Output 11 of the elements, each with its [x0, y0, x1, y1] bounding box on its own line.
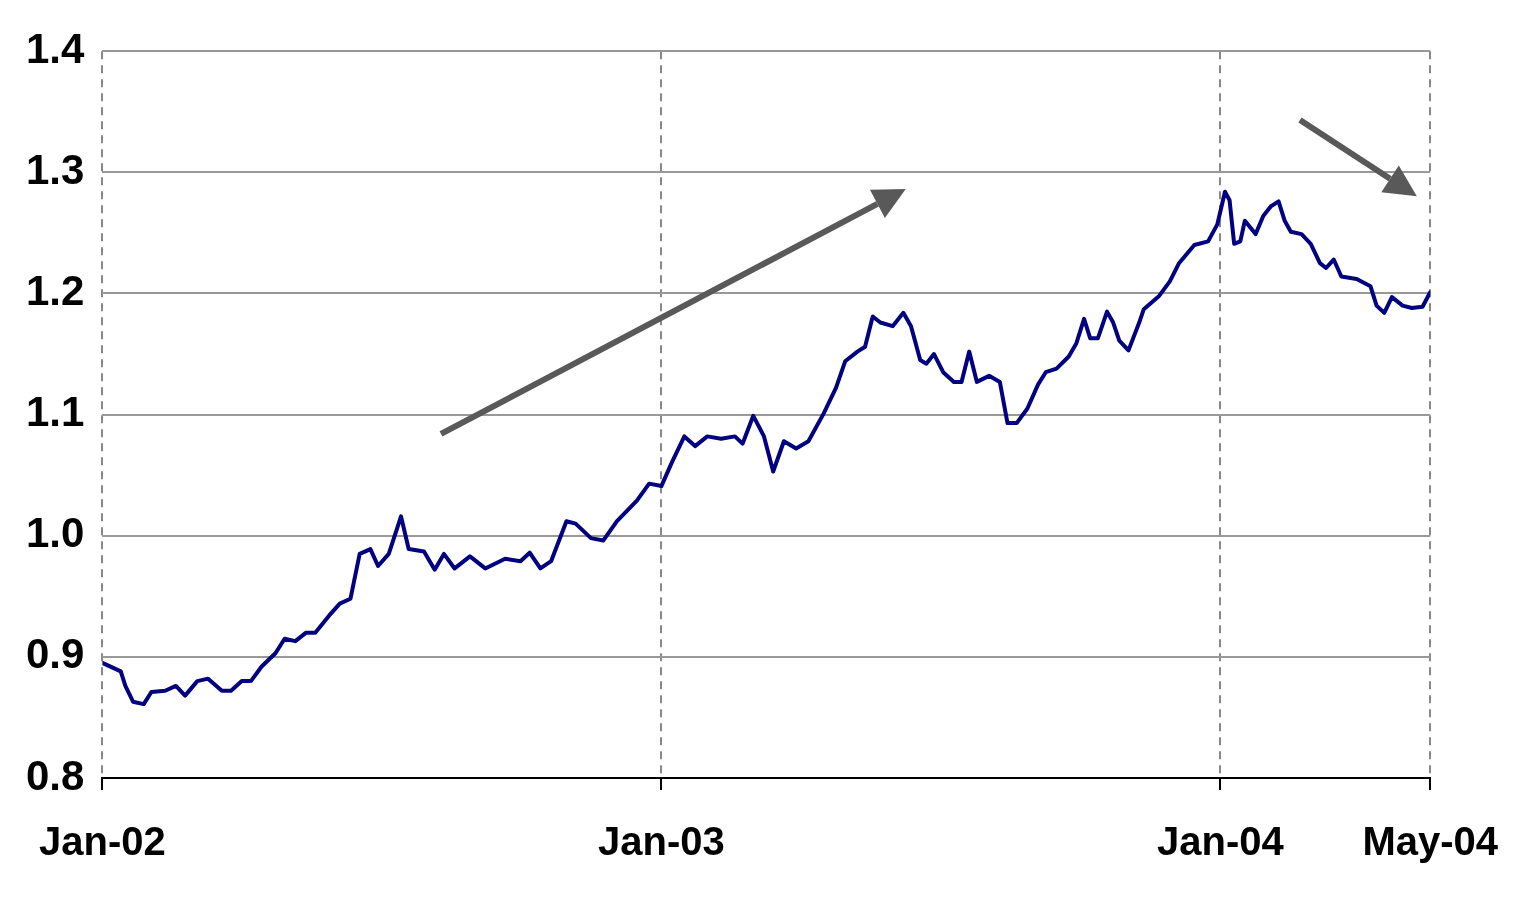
y-tick-label: 1.0: [26, 509, 85, 557]
y-tick-label: 0.8: [26, 751, 85, 799]
y-tick-label: 0.9: [26, 630, 85, 678]
x-tick-label: Jan-04: [1157, 819, 1285, 864]
x-tick-label: Jan-02: [39, 819, 166, 864]
y-tick-label: 1.4: [26, 24, 86, 72]
x-tick-label: May-04: [1362, 819, 1499, 864]
x-tick-label: Jan-03: [598, 819, 725, 864]
y-tick-label: 1.3: [26, 145, 85, 193]
y-tick-label: 1.2: [26, 267, 85, 315]
y-tick-label: 1.1: [26, 388, 85, 436]
